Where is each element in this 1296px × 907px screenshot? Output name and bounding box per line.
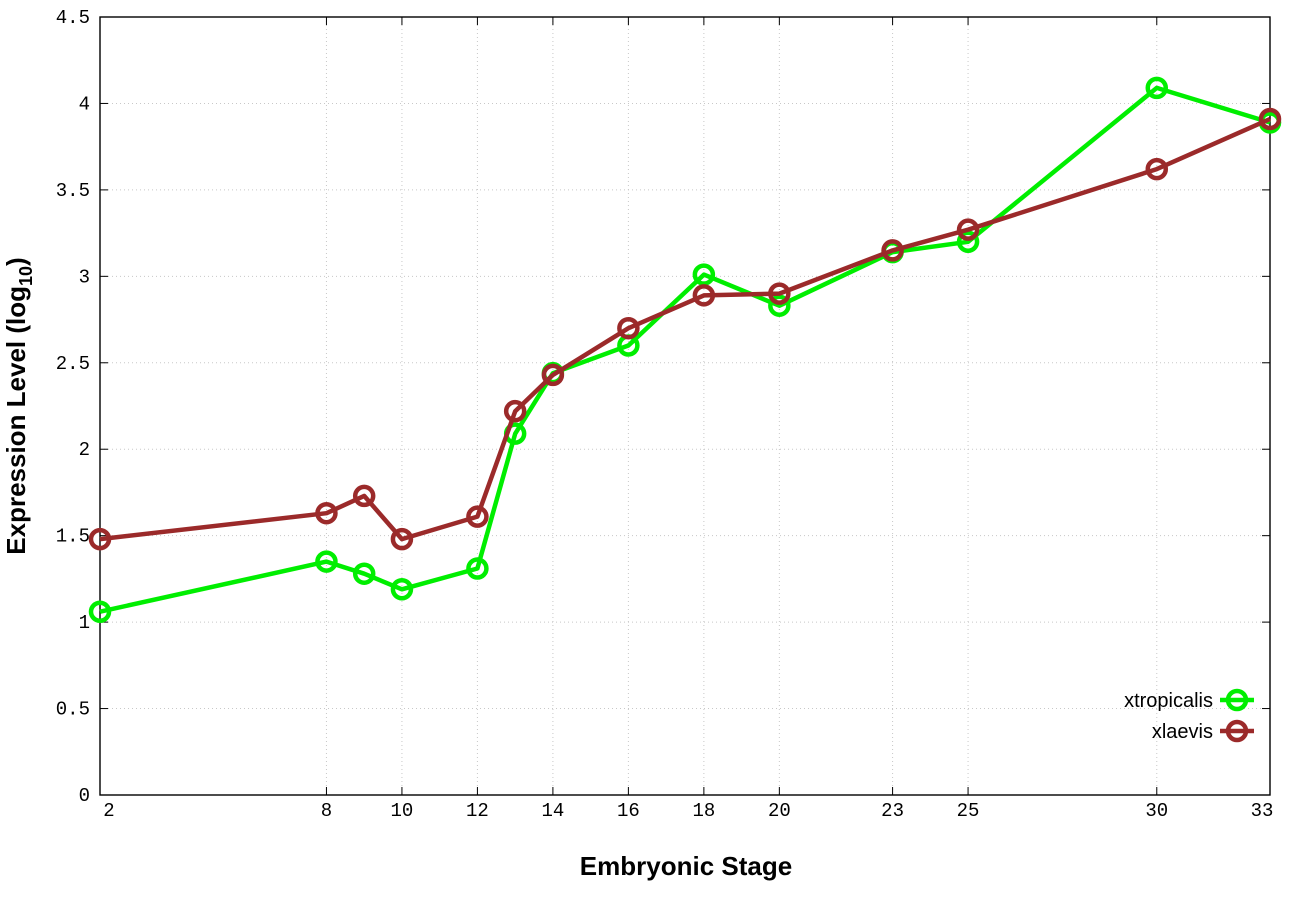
data-point-xtropicalis: [88, 600, 112, 623]
data-point-xlaevis: [541, 363, 565, 387]
x-axis-title: Embryonic Stage: [580, 851, 792, 881]
legend-item-xlaevis: xlaevis: [1152, 719, 1254, 743]
x-tick-label: 30: [1145, 800, 1168, 822]
data-point-xtropicalis: [1145, 76, 1169, 100]
axis-ticks: 0 0.5 1 1.5 2 2.5 3 3.5 4 4.5 2 8 10 12 14 16 18 20 23 25 30…: [56, 7, 1274, 822]
data-point-xtropicalis: [956, 230, 980, 254]
y-axis-title-main: Expression Level (log: [1, 286, 31, 555]
x-tick-label: 2: [103, 800, 114, 822]
legend-marker-swatch: [1225, 719, 1249, 743]
data-point-xtropicalis: [466, 557, 489, 580]
series-xtropicalis: [88, 76, 1282, 623]
data-point-xtropicalis: [692, 263, 716, 286]
series-line-xlaevis: [99, 116, 1271, 542]
y-tick-label: 4: [79, 93, 90, 115]
x-tick-label: 20: [768, 800, 791, 822]
legend-label: xlaevis: [1152, 721, 1213, 743]
data-point-xlaevis: [692, 284, 716, 307]
series-xlaevis: [88, 107, 1282, 551]
data-point-xtropicalis: [390, 578, 414, 601]
x-tick-label: 12: [466, 800, 489, 822]
legend-item-xtropicalis: xtropicalis: [1124, 688, 1254, 712]
data-point-xlaevis: [503, 399, 527, 423]
series-line-xtropicalis: [99, 85, 1271, 614]
data-point-xlaevis: [466, 505, 489, 528]
data-point-xlaevis: [88, 527, 112, 551]
legend-marker-swatch: [1225, 688, 1249, 712]
x-tick-label: 25: [957, 800, 980, 822]
data-point-xlaevis: [768, 282, 791, 305]
y-tick-label: 0.5: [56, 699, 90, 721]
data-point-xlaevis: [1145, 157, 1169, 181]
plot-area-frame: [99, 16, 1271, 796]
data-point-xlaevis: [956, 218, 980, 241]
data-point-xlaevis: [352, 484, 376, 508]
x-tick-label: 18: [692, 800, 715, 822]
y-axis-title-close: ): [1, 257, 31, 266]
x-tick-label: 10: [391, 800, 414, 822]
grid-lines: [100, 17, 1270, 795]
y-tick-label: 1.5: [56, 526, 90, 548]
data-point-xtropicalis: [352, 562, 376, 585]
y-axis-title: Expression Level (log10): [1, 257, 36, 554]
data-point-xtropicalis: [315, 550, 338, 573]
y-tick-label: 2: [79, 439, 90, 461]
data-series: [88, 76, 1282, 623]
x-tick-label: 23: [881, 800, 904, 822]
data-point-xlaevis: [1258, 107, 1282, 131]
y-tick-label: 3.5: [56, 180, 90, 202]
x-tick-label: 16: [617, 800, 640, 822]
x-tick-label: 8: [321, 800, 332, 822]
y-tick-label: 0: [79, 785, 90, 807]
y-tick-label: 1: [79, 612, 90, 634]
data-point-xlaevis: [315, 501, 338, 525]
y-tick-label: 2.5: [56, 353, 90, 375]
data-point-xtropicalis: [768, 294, 791, 317]
y-tick-label: 4.5: [56, 7, 90, 29]
x-tick-label: 14: [541, 800, 564, 822]
y-axis-title-subscript: 10: [16, 266, 36, 286]
legend-label: xtropicalis: [1124, 690, 1213, 712]
data-point-xlaevis: [390, 527, 414, 551]
legend: xtropicalis xlaevis: [1124, 688, 1254, 743]
y-tick-label: 3: [79, 266, 90, 288]
x-tick-label: 33: [1251, 800, 1274, 822]
data-point-xlaevis: [617, 316, 640, 340]
data-point-xlaevis: [881, 239, 904, 262]
